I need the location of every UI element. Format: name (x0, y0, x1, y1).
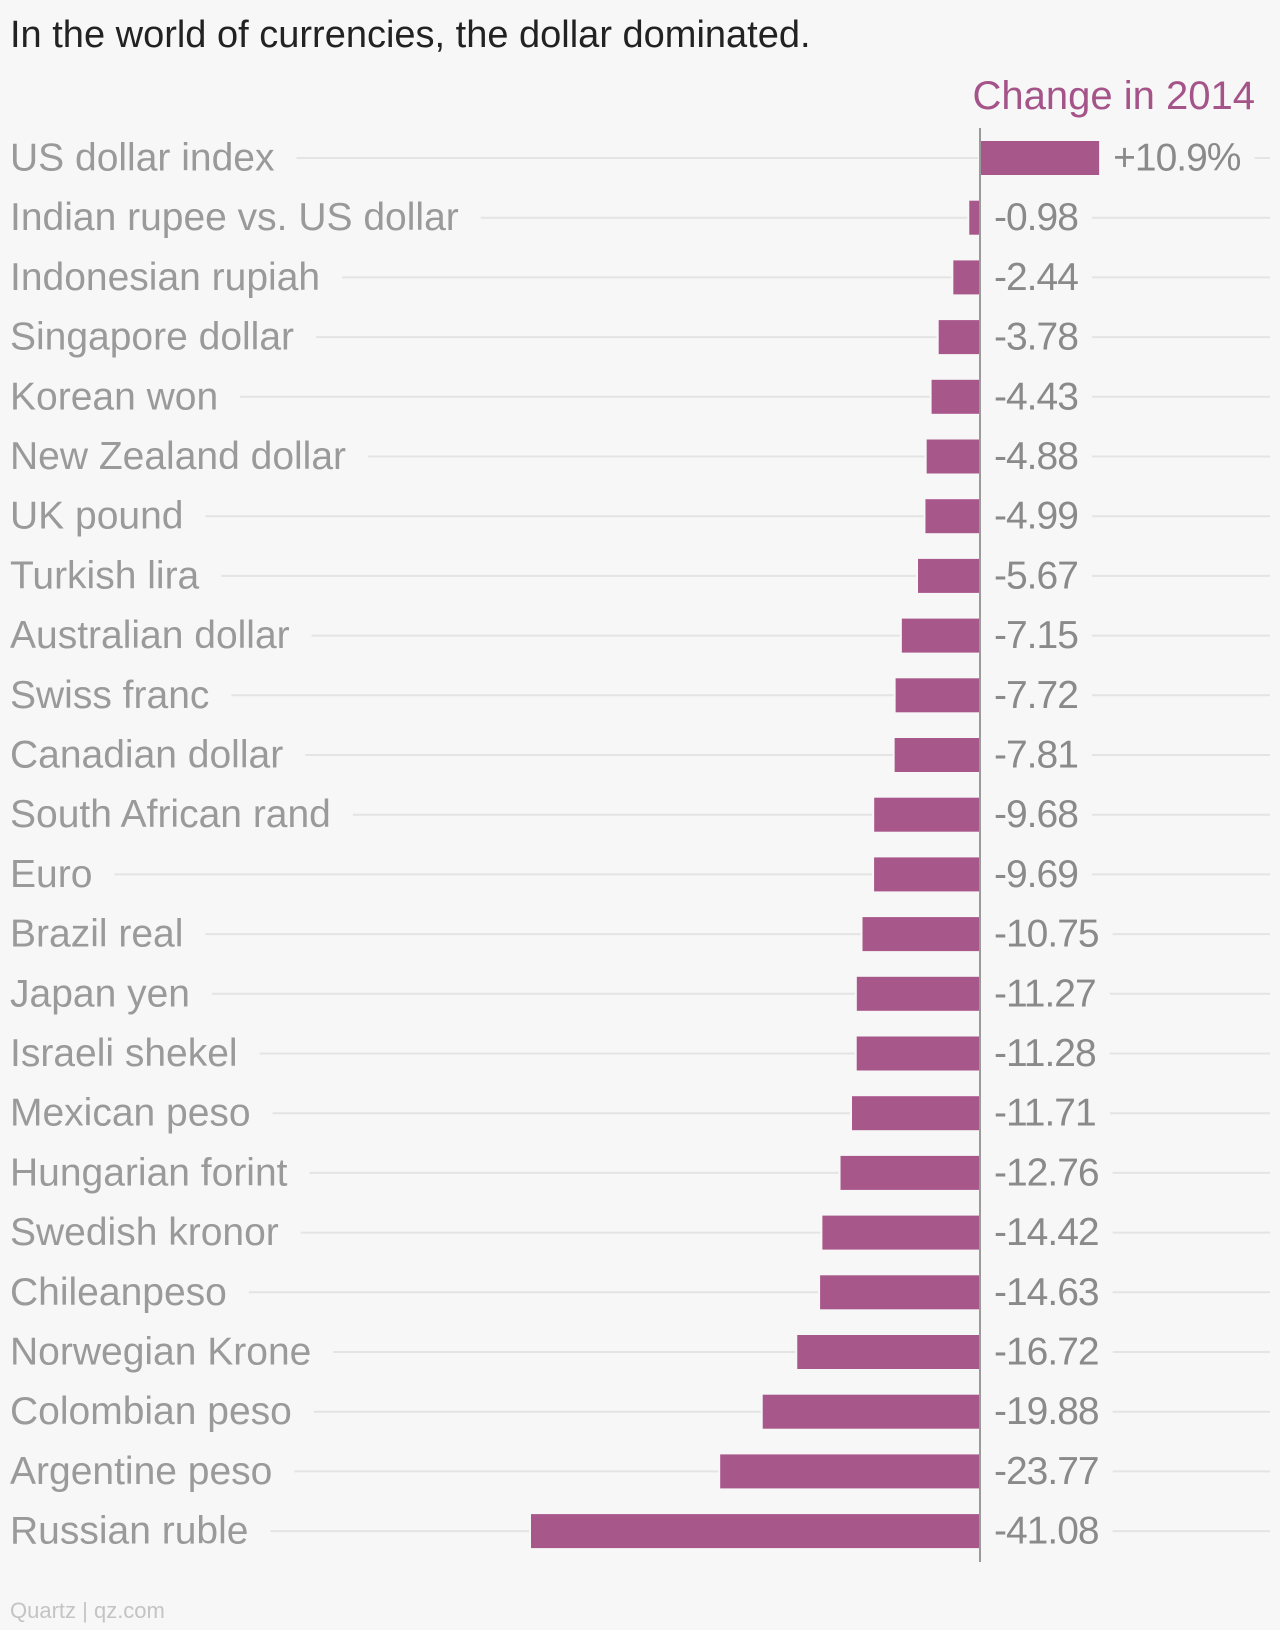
category-label: Colombian peso (10, 1390, 292, 1433)
bar (969, 200, 980, 235)
bar (874, 797, 980, 832)
bar (856, 1036, 980, 1071)
source-footer: Quartz | qz.com (10, 1598, 165, 1623)
bar (820, 1275, 980, 1310)
value-label: -7.15 (994, 614, 1078, 657)
gridlines (114, 157, 1270, 1533)
category-label: South African rand (10, 793, 331, 836)
bar (980, 141, 1100, 175)
value-label: -10.75 (994, 913, 1099, 956)
category-label: New Zealand dollar (10, 435, 346, 478)
bars (531, 141, 1100, 1549)
series-label: Change in 2014 (972, 74, 1255, 118)
category-label: Korean won (10, 375, 218, 418)
value-label: -11.28 (994, 1032, 1096, 1075)
value-label: -14.42 (994, 1211, 1099, 1254)
category-label: Turkish lira (10, 554, 200, 597)
category-label: Russian ruble (10, 1510, 248, 1553)
bar (895, 678, 980, 713)
category-label: Chileanpeso (10, 1271, 227, 1314)
chart-title: In the world of currencies, the dollar d… (10, 14, 811, 56)
bar (931, 379, 980, 414)
value-label: -23.77 (994, 1450, 1099, 1493)
value-label: -4.88 (994, 435, 1078, 478)
labels: US dollar index +10.9% Indian rupee vs. US… (10, 137, 1242, 1553)
category-label: Swiss franc (10, 674, 209, 717)
category-label: Australian dollar (10, 614, 290, 657)
value-label: -4.43 (994, 375, 1078, 418)
value-label: -4.99 (994, 495, 1078, 538)
value-label: -5.67 (994, 554, 1078, 597)
category-label: Canadian dollar (10, 734, 283, 777)
value-label: -3.78 (994, 316, 1078, 359)
category-label: Indian rupee vs. US dollar (10, 196, 459, 239)
bar (953, 260, 980, 295)
bar (874, 857, 980, 892)
value-label: -11.71 (994, 1092, 1096, 1135)
value-label: -11.27 (994, 972, 1096, 1015)
category-label: Euro (10, 853, 92, 896)
bar (822, 1215, 980, 1250)
bar (925, 499, 980, 534)
bar (720, 1454, 980, 1489)
bar (862, 917, 980, 952)
category-label: Indonesian rupiah (10, 256, 320, 299)
category-label: Norwegian Krone (10, 1331, 311, 1374)
value-label: -16.72 (994, 1331, 1099, 1374)
category-label: Hungarian forint (10, 1151, 288, 1194)
bar (901, 618, 980, 653)
bar (531, 1514, 980, 1549)
value-label: -7.72 (994, 674, 1078, 717)
bar (852, 1096, 980, 1131)
value-label: -7.81 (994, 734, 1078, 777)
value-label: -12.76 (994, 1151, 1099, 1194)
bar (797, 1335, 980, 1369)
category-label: US dollar index (10, 137, 275, 180)
bar (840, 1155, 980, 1190)
bar (918, 558, 980, 593)
value-label: -19.88 (994, 1390, 1099, 1433)
bar (894, 738, 980, 772)
value-label: -14.63 (994, 1271, 1099, 1314)
value-label: -9.69 (994, 853, 1078, 896)
category-label: UK pound (10, 495, 183, 538)
category-label: Japan yen (10, 972, 190, 1015)
category-label: Swedish kronor (10, 1211, 279, 1254)
value-label: -41.08 (994, 1510, 1099, 1553)
category-label: Israeli shekel (10, 1032, 238, 1075)
bar (762, 1394, 980, 1429)
category-label: Brazil real (10, 913, 183, 956)
category-label: Argentine peso (10, 1450, 272, 1493)
value-label: -0.98 (994, 196, 1078, 239)
category-label: Singapore dollar (10, 316, 294, 359)
bar (938, 320, 980, 355)
bar (926, 439, 980, 474)
category-label: Mexican peso (10, 1092, 251, 1135)
value-label: -2.44 (994, 256, 1078, 299)
value-label: +10.9% (1113, 137, 1241, 180)
bar (856, 976, 980, 1011)
value-label: -9.68 (994, 793, 1078, 836)
